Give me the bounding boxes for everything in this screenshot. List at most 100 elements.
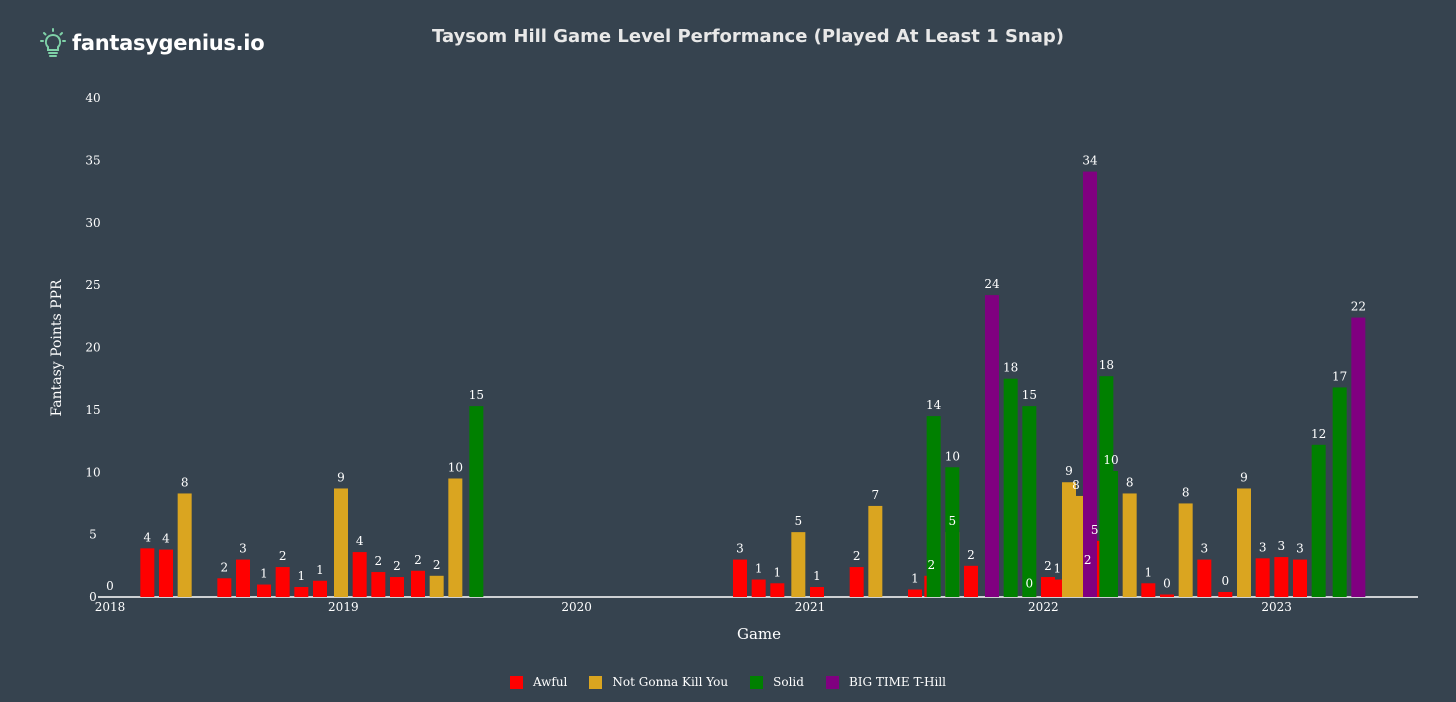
bar	[1122, 493, 1137, 597]
bar	[945, 467, 960, 597]
legend-swatch	[509, 675, 523, 689]
bar-value-label: 1	[316, 563, 324, 577]
lightbulb-icon	[40, 28, 66, 57]
x-tick-label: 2021	[795, 600, 826, 614]
bar	[294, 587, 309, 597]
bar-value-label: 3	[1259, 540, 1267, 554]
bar-value-label: 7	[872, 488, 880, 502]
bar-value-label: 15	[1022, 388, 1037, 402]
legend-label: Awful	[532, 675, 568, 689]
bar-value-label: 14	[926, 398, 942, 412]
legend-item[interactable]: Awful	[509, 675, 568, 689]
bar	[390, 577, 404, 597]
bar-value-label: 1	[1145, 565, 1153, 579]
bar-value-label: 1	[260, 567, 268, 581]
bar	[159, 549, 173, 597]
bar-value-label: 2	[967, 548, 975, 562]
bar	[469, 406, 484, 597]
bar	[770, 583, 785, 597]
bar-value-label: 9	[1065, 464, 1073, 478]
bar-value-label: 34	[1082, 154, 1098, 168]
bar	[1218, 592, 1233, 597]
y-tick-label: 40	[85, 91, 100, 105]
legend-swatch	[825, 675, 839, 689]
bar	[849, 567, 864, 597]
bar-value-label: 2	[393, 559, 401, 573]
x-axis-label: Game	[737, 625, 781, 643]
bar-value-label: 2	[433, 558, 441, 572]
y-axis-label: Fantasy Points PPR	[49, 279, 65, 417]
bar-value-label: 17	[1332, 369, 1347, 383]
bar-value-label: 2	[928, 558, 936, 572]
bar-value-label: 9	[337, 470, 345, 484]
bar-value-label: 9	[1240, 470, 1248, 484]
bar	[257, 584, 271, 597]
legend-label: BIG TIME T-Hill	[848, 675, 946, 689]
y-tick-label: 5	[89, 528, 97, 542]
bar-value-label: 0	[1222, 574, 1230, 588]
bar-value-label: 1	[1054, 562, 1062, 576]
bar-value-label: 1	[774, 565, 782, 579]
bar-value-label: 0	[1026, 577, 1034, 591]
bar	[1178, 503, 1193, 597]
x-tick-label: 2022	[1028, 600, 1059, 614]
bar	[868, 505, 883, 597]
bar	[985, 295, 999, 597]
y-axis: 0 5 10 15 20 25 30 35 40	[85, 91, 100, 604]
bar	[1311, 444, 1326, 597]
bar	[275, 567, 290, 597]
legend-item[interactable]: Not Gonna Kill You	[589, 675, 728, 689]
bar	[1050, 579, 1065, 597]
y-tick-label: 20	[85, 341, 100, 355]
bar	[371, 572, 386, 597]
brand-name: fantasygenius.io	[72, 31, 265, 55]
bar	[1293, 559, 1307, 597]
bar-value-label: 5	[949, 514, 957, 528]
bar	[1083, 171, 1097, 598]
bar	[1003, 378, 1018, 597]
bar	[313, 580, 327, 597]
x-tick-label: 2018	[95, 600, 126, 614]
bar-value-label: 18	[1003, 361, 1018, 375]
bar-value-label: 22	[1351, 300, 1366, 314]
bar	[1351, 317, 1366, 597]
bar	[177, 493, 192, 597]
bar	[1022, 406, 1037, 597]
bar	[334, 488, 348, 597]
bar-value-label: 5	[795, 514, 803, 528]
bar-value-label: 10	[945, 449, 960, 463]
legend-item[interactable]: BIG TIME T-Hill	[825, 675, 946, 689]
bar	[1141, 583, 1156, 597]
legend-item[interactable]: Solid	[750, 675, 804, 689]
bar	[140, 548, 155, 597]
legend-swatch	[750, 675, 764, 689]
bar-value-label: 18	[1099, 358, 1114, 372]
bar	[352, 552, 367, 597]
bar-value-label: 5	[1091, 523, 1099, 537]
bar-value-label: 3	[1201, 542, 1209, 556]
y-tick-label: 15	[85, 403, 100, 417]
bar	[964, 565, 978, 597]
bar-value-label: 2	[853, 549, 861, 563]
bar-value-label: 8	[181, 475, 189, 489]
x-tick-label: 2023	[1261, 600, 1292, 614]
bar-value-label: 4	[144, 530, 152, 544]
bar	[908, 589, 922, 597]
legend-label: Solid	[773, 675, 804, 689]
bar	[217, 578, 232, 597]
x-tick-label: 2020	[561, 600, 592, 614]
bar-value-label: 4	[162, 532, 170, 546]
legend-label: Not Gonna Kill You	[612, 675, 729, 689]
bar-value-label: 10	[448, 460, 463, 474]
bar-value-label: 2	[375, 554, 383, 568]
bar-value-label: 2	[1044, 559, 1052, 573]
bar-value-label: 10	[1103, 453, 1118, 467]
bar-value-label: 1	[298, 569, 306, 583]
bar	[429, 575, 444, 597]
bar-value-label: 1	[755, 562, 763, 576]
bar-value-label: 0	[1163, 577, 1171, 591]
bar-value-label: 2	[1084, 553, 1092, 567]
bar-value-label: 1	[813, 569, 821, 583]
